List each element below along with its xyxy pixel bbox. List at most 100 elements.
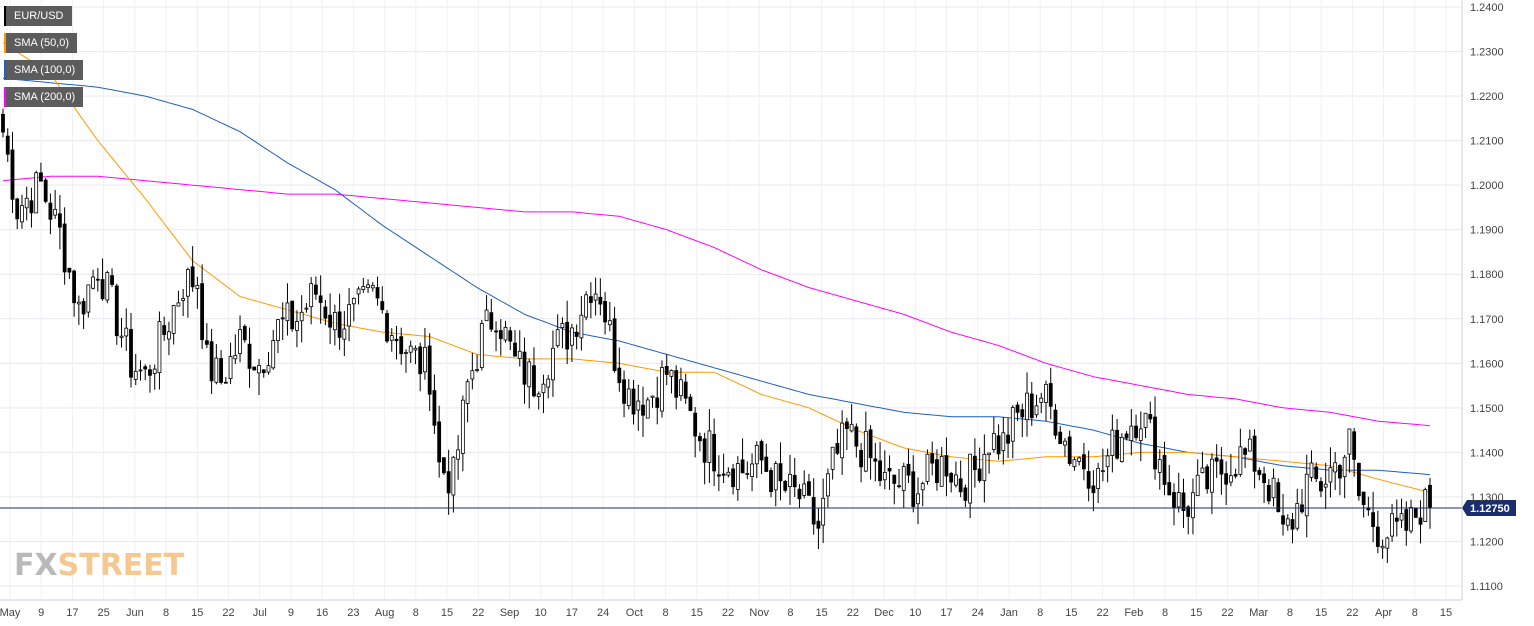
candle-body xyxy=(674,370,679,398)
candle-body xyxy=(200,283,205,341)
candle-body xyxy=(24,197,29,209)
x-tick-label: 9 xyxy=(38,607,44,619)
candle-body xyxy=(769,470,773,492)
x-tick-label: Apr xyxy=(1375,607,1392,619)
candle-body xyxy=(1257,470,1262,475)
y-tick-label: 1.1100 xyxy=(1470,581,1503,593)
candle-body xyxy=(1010,407,1015,442)
last-price-badge xyxy=(1462,500,1516,517)
candle-body xyxy=(1077,457,1082,462)
candle-body xyxy=(152,368,157,374)
candle-body xyxy=(911,471,916,507)
x-tick-label: Mar xyxy=(1249,607,1268,619)
candle-body xyxy=(1323,483,1328,488)
x-tick-label: Sep xyxy=(500,607,520,619)
candle-body xyxy=(906,463,911,476)
candle-body xyxy=(105,272,110,301)
candle-body xyxy=(854,426,859,447)
y-tick-label: 1.1300 xyxy=(1470,492,1504,504)
candle-body xyxy=(404,352,408,354)
candle-body xyxy=(276,319,280,341)
candle-body xyxy=(683,381,688,399)
candle-body xyxy=(494,330,498,333)
fxstreet-logo: FXSTREET xyxy=(14,548,184,583)
candle-body xyxy=(432,390,437,426)
candle-body xyxy=(901,466,906,491)
candle-body xyxy=(925,453,930,482)
candle-body xyxy=(750,463,754,477)
candle-body xyxy=(1394,517,1399,522)
candle-body xyxy=(764,456,769,472)
candle-body xyxy=(418,346,423,375)
candle-body xyxy=(513,342,517,357)
candle-body xyxy=(15,198,20,220)
candle-body xyxy=(1053,409,1058,436)
candle-body xyxy=(532,365,536,397)
candle-body xyxy=(721,473,726,476)
candle-body xyxy=(332,311,337,331)
candle-body xyxy=(593,293,598,301)
candle-body xyxy=(309,283,314,307)
candle-body xyxy=(479,323,484,368)
sma-200-line xyxy=(2,175,1431,427)
candle-body xyxy=(1096,467,1101,489)
candle-body xyxy=(1,113,5,133)
candle-body xyxy=(299,311,304,322)
candle-body xyxy=(1048,383,1053,407)
candle-body xyxy=(745,473,750,475)
y-tick-label: 1.1500 xyxy=(1470,403,1504,415)
candle-body xyxy=(157,321,162,374)
candle-body xyxy=(91,276,95,289)
candle-body xyxy=(712,433,717,472)
legend-item-sma-50[interactable]: SMA (50,0) xyxy=(4,33,78,53)
x-tick-label: 15 xyxy=(441,607,453,619)
legend-item-eurusd[interactable]: EUR/USD xyxy=(4,6,72,26)
x-tick-label: 22 xyxy=(1096,607,1108,619)
x-tick-label: 22 xyxy=(222,607,234,619)
candle-body xyxy=(1418,517,1423,525)
candle-body xyxy=(313,284,318,295)
x-tick-label: Oct xyxy=(626,607,643,619)
candle-body xyxy=(1356,462,1361,497)
candle-body xyxy=(1015,404,1020,413)
candle-body xyxy=(693,412,698,437)
candle-body xyxy=(607,320,612,326)
legend-label: SMA (100,0) xyxy=(14,64,76,76)
y-tick-label: 1.1800 xyxy=(1470,269,1504,281)
y-tick-label: 1.1200 xyxy=(1470,536,1504,548)
candle-body xyxy=(1034,405,1039,416)
x-tick-label: 9 xyxy=(288,607,294,619)
candle-body xyxy=(821,497,826,526)
candle-body xyxy=(930,453,935,464)
candle-body xyxy=(916,493,920,505)
legend-swatch xyxy=(4,87,6,107)
x-tick-label: 15 xyxy=(816,607,828,619)
candle-body xyxy=(987,452,991,456)
legend-item-sma-200[interactable]: SMA (200,0) xyxy=(4,87,84,107)
candle-body xyxy=(114,285,119,337)
candle-body xyxy=(295,321,299,331)
candle-body xyxy=(143,366,148,370)
candle-body xyxy=(446,471,451,494)
x-tick-label: Jan xyxy=(1000,607,1018,619)
x-tick-label: 24 xyxy=(597,607,609,619)
candle-body xyxy=(1243,448,1248,455)
candle-body xyxy=(835,443,840,454)
candle-body xyxy=(560,323,565,328)
candle-body xyxy=(1276,482,1281,513)
candle-body xyxy=(347,304,351,327)
candle-body xyxy=(1086,471,1091,489)
legend-item-sma-100[interactable]: SMA (100,0) xyxy=(4,60,84,80)
candle-body xyxy=(570,327,574,346)
candle-body xyxy=(707,430,712,463)
candle-body xyxy=(1228,475,1233,483)
candle-body xyxy=(1281,515,1285,525)
legend-label: SMA (50,0) xyxy=(14,37,70,49)
candle-body xyxy=(541,383,546,394)
candle-body xyxy=(735,463,740,490)
x-tick-label: 23 xyxy=(347,607,359,619)
candle-body xyxy=(641,404,645,416)
candle-body xyxy=(72,270,77,304)
candle-body xyxy=(304,307,309,310)
